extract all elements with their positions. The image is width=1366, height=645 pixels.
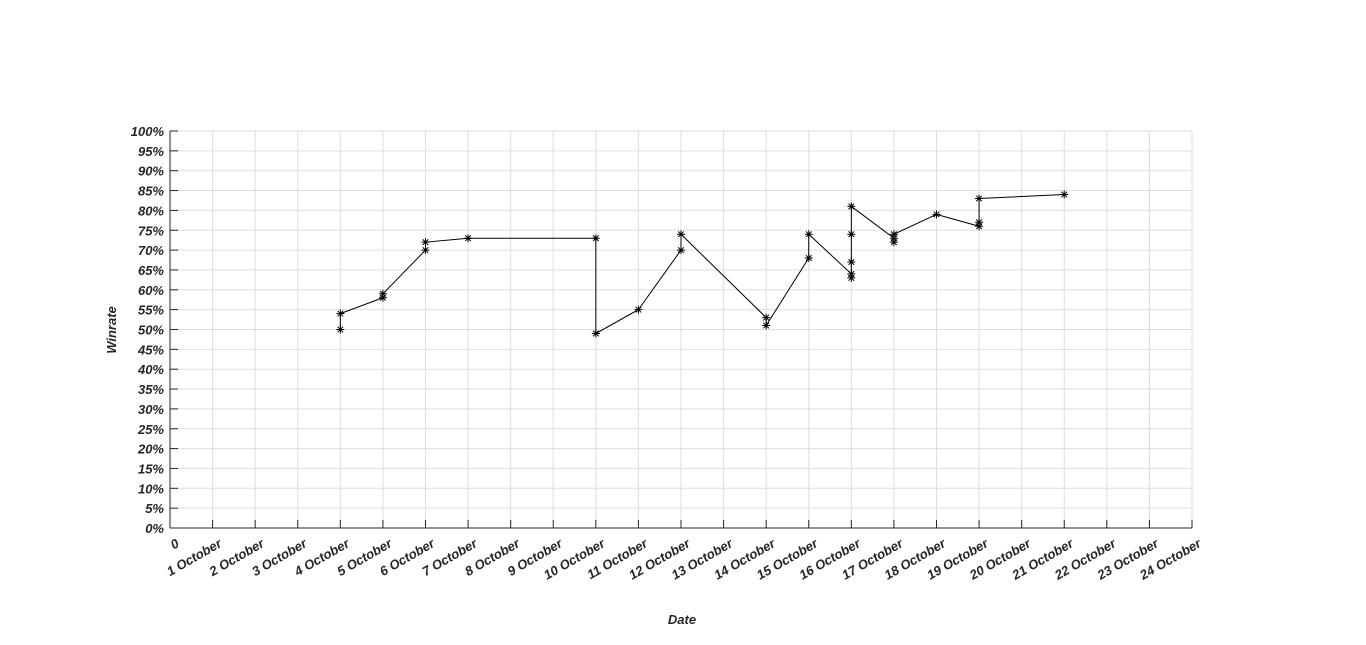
data-marker [336,309,345,318]
data-marker [932,210,941,219]
data-marker [378,289,387,298]
data-marker [421,246,430,255]
data-marker [847,258,856,267]
y-tick-label: 85% [138,184,164,199]
y-tick-label: 40% [137,362,164,377]
data-marker [804,254,813,263]
y-tick-label: 95% [138,144,164,159]
y-tick-label: 50% [138,323,164,338]
y-tick-label: 10% [138,481,164,496]
x-tick-label: 0 [168,535,182,552]
data-marker [762,313,771,322]
data-marker [677,246,685,255]
data-marker [889,230,898,239]
y-tick-label: 65% [138,263,164,278]
y-tick-label: 45% [137,342,164,357]
y-tick-label: 0% [145,521,164,536]
y-tick-label: 90% [138,164,164,179]
data-marker [634,305,643,314]
y-axis-label: Winrate [104,306,119,354]
y-tick-label: 60% [138,283,164,298]
y-tick-label: 30% [138,402,164,417]
y-tick-label: 20% [137,442,164,457]
data-marker [975,218,984,227]
y-tick-label: 75% [138,223,164,238]
y-tick-label: 25% [137,422,164,437]
series-line [339,194,1065,335]
data-marker [975,194,984,203]
y-tick-label: 55% [138,303,164,318]
data-marker [889,238,898,247]
data-marker [804,230,813,239]
data-marker [421,238,430,247]
data-marker [847,230,856,239]
data-marker [591,329,600,338]
data-marker [591,234,600,243]
data-marker [677,230,685,239]
y-tick-label: 100% [131,124,165,139]
y-tick-label: 15% [138,461,164,476]
data-marker [762,321,771,330]
x-axis-label: Date [668,612,696,627]
y-tick-label: 70% [138,243,164,258]
data-marker [464,234,473,243]
y-tick-label: 80% [138,203,164,218]
y-tick-label: 5% [145,501,164,516]
data-marker [1060,190,1069,199]
data-marker [847,273,856,282]
data-marker [847,202,856,211]
y-tick-label: 35% [138,382,164,397]
data-marker [336,325,345,334]
